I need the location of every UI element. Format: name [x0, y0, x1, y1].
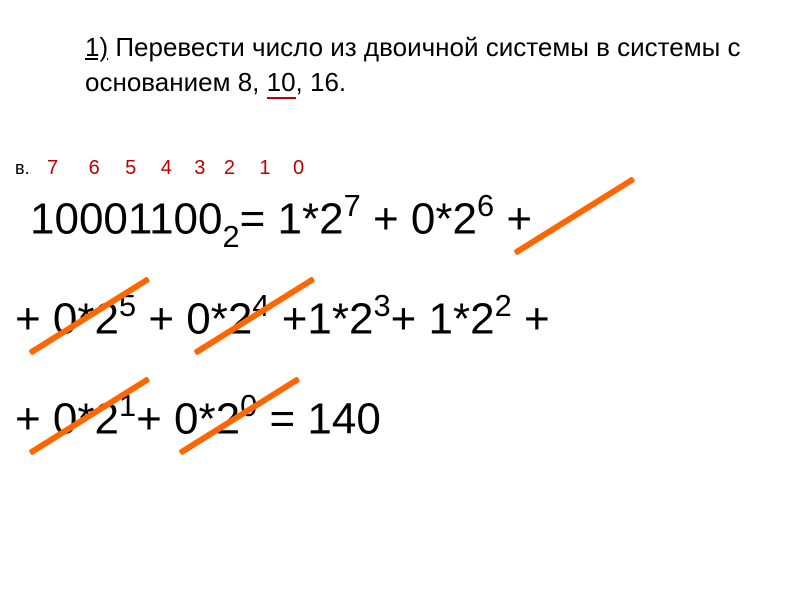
- task-number: 1): [85, 32, 108, 62]
- title-red-number: 10: [267, 67, 296, 99]
- task-title: 1) Перевести число из двоичной системы в…: [85, 30, 745, 100]
- pos-6: 6: [89, 157, 120, 180]
- title-text-1: Перевести число из двоичной системы в си…: [85, 32, 741, 97]
- plus-1: + 0*2: [361, 195, 477, 244]
- pos-4: 4: [161, 157, 189, 180]
- pos-2: 2: [224, 157, 254, 180]
- l2-t4: + 1*2: [391, 295, 495, 344]
- exp-2: 2: [495, 288, 512, 323]
- variant-label: в.: [15, 158, 30, 179]
- pos-7: 7: [47, 157, 83, 180]
- plus-2: +: [494, 195, 532, 244]
- base-sub: 2: [223, 219, 240, 254]
- l2-t2: + 0*2: [136, 295, 252, 344]
- position-digits-row: 7 6 5 4 3 2 1 0: [47, 157, 313, 180]
- expression-line-3: + 0*21+ 0*20 = 140: [15, 390, 381, 445]
- pos-3: 3: [194, 157, 218, 180]
- exp-6: 6: [477, 188, 494, 223]
- binary-number: 10001100: [30, 195, 223, 244]
- l2-t3: +1*2: [269, 295, 373, 344]
- expression-line-1: 100011002= 1*27 + 0*26 +: [30, 190, 532, 251]
- pos-0: 0: [293, 157, 313, 180]
- l3-t2: + 0*2: [136, 395, 240, 444]
- exp-7: 7: [344, 188, 361, 223]
- exp-3: 3: [373, 288, 390, 323]
- l3-t3: = 140: [257, 395, 381, 444]
- pos-1: 1: [259, 157, 287, 180]
- eq-part: = 1*2: [240, 195, 344, 244]
- title-text-2: , 16.: [296, 67, 347, 97]
- pos-5: 5: [125, 157, 155, 180]
- l2-t5: +: [512, 295, 550, 344]
